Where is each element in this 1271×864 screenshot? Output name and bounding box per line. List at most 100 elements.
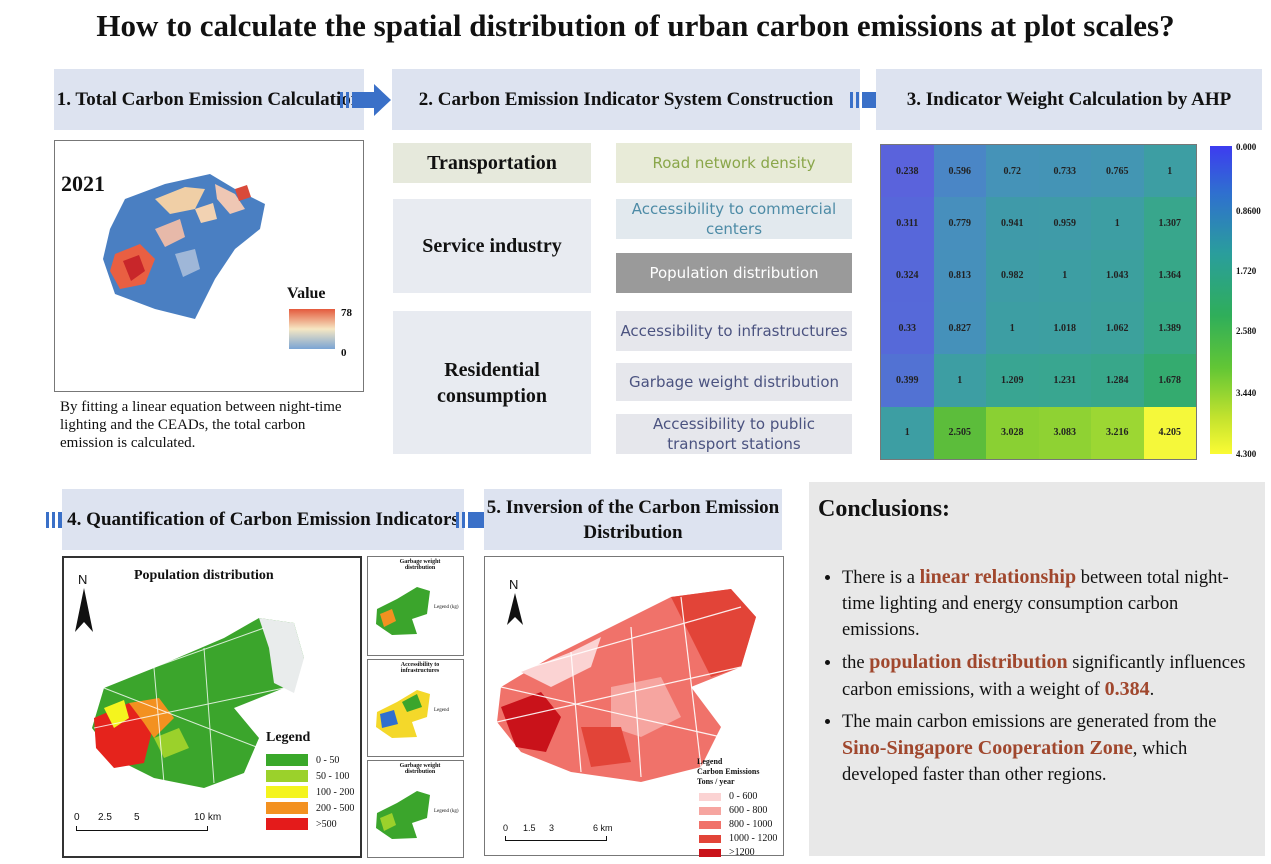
matrix-cell: 1.018 [1038, 301, 1091, 355]
step-1-caption: By fitting a linear equation between nig… [60, 399, 342, 451]
conclusion-item: the population distribution significantl… [842, 649, 1255, 703]
highlight-text: population distribution [869, 651, 1068, 673]
legend-item: 0 - 600 [699, 791, 777, 802]
matrix-cell: 0.827 [933, 301, 986, 355]
step-1-header: 1. Total Carbon Emission Calculation [54, 69, 364, 130]
scale-label: 0 [74, 812, 80, 823]
thumbnail-raster [376, 587, 430, 635]
legend-label: 600 - 800 [729, 805, 768, 816]
thumbnail-title: Garbage weight distribution [399, 559, 441, 571]
conclusion-item: The main carbon emissions are generated … [842, 709, 1255, 788]
emission-legend-header: Legend Carbon Emissions Tons / year [697, 757, 759, 787]
scale-label: 0 [503, 823, 509, 833]
step-3-header: 3. Indicator Weight Calculation by AHP [876, 69, 1262, 130]
legend-item: >1200 [699, 847, 777, 858]
category-transportation: Transportation [393, 143, 591, 183]
legend-item: 50 - 100 [266, 770, 354, 782]
scale-label: 10 km [194, 812, 222, 823]
page-title: How to calculate the spatial distributio… [96, 8, 1175, 43]
legend-swatch [699, 848, 721, 857]
legend-swatch [266, 818, 308, 830]
colorbar-tick: 0.8600 [1236, 206, 1261, 216]
matrix-cell: 0.733 [1038, 145, 1091, 198]
legend-item: >500 [266, 818, 354, 830]
matrix-cell: 1.364 [1143, 249, 1196, 302]
legend-item: 800 - 1000 [699, 819, 777, 830]
legend-label: 800 - 1000 [729, 819, 773, 830]
highlight-text: 0.384 [1104, 678, 1150, 700]
matrix-cell: 0.813 [933, 249, 986, 302]
highlight-text: linear relationship [919, 566, 1077, 588]
matrix-cell: 0.765 [1091, 145, 1144, 198]
legend-label: 0 - 50 [316, 754, 340, 766]
matrix-cell: 0.238 [881, 145, 934, 198]
carbon-emission-inversion-map: N Legend Carbon Emissions Tons / year 0 … [484, 556, 784, 858]
population-raster [92, 618, 304, 788]
legend-label: 50 - 100 [316, 770, 350, 782]
step-5-header: 5. Inversion of the Carbon Emission Dist… [484, 489, 782, 550]
matrix-cell: 0.311 [881, 197, 934, 250]
matrix-cell: 0.779 [933, 197, 986, 250]
thumbnail-map-garbage-2: Garbage weight distribution Legend (kg) [367, 760, 464, 858]
matrix-cell: 0.959 [1038, 197, 1091, 250]
matrix-cell: 1 [1143, 145, 1196, 198]
carbon-emission-map-2021: 2021 Value 78 0 [54, 140, 364, 392]
legend-item: 1000 - 1200 [699, 833, 777, 844]
legend-swatch [699, 806, 721, 815]
legend-min: 0 [341, 347, 347, 359]
total-emission-raster [103, 174, 265, 319]
scale-label: 5 [134, 812, 140, 823]
step-4-header: 4. Quantification of Carbon Emission Ind… [62, 489, 464, 550]
emission-raster [496, 589, 756, 782]
category-residential-consumption: Residential consumption [393, 311, 591, 454]
colorbar-tick: 4.300 [1236, 449, 1257, 459]
matrix-cell: 1.062 [1091, 301, 1144, 355]
matrix-cell: 1.284 [1091, 354, 1144, 407]
thumbnail-map-infrastructure: Accessibility to infrastructures Legend [367, 659, 464, 757]
scale-label: 3 [549, 823, 555, 833]
colorbar-tick: 2.580 [1236, 326, 1257, 336]
legend-unit: Tons / year [697, 777, 735, 786]
map-title: Population distribution [134, 568, 274, 583]
legend-title: Legend [266, 730, 311, 745]
matrix-cell: 0.399 [881, 354, 934, 407]
matrix-cell: 1 [1091, 197, 1144, 250]
matrix-cell: 4.205 [1143, 406, 1196, 459]
legend-subtitle: Carbon Emissions [697, 767, 760, 776]
north-label: N [78, 572, 88, 587]
legend-max: 78 [341, 307, 352, 319]
category-service-industry: Service industry [393, 199, 591, 293]
indicator-road-network-density: Road network density [616, 143, 852, 183]
matrix-cell: 1.209 [986, 354, 1039, 407]
north-label: N [509, 577, 519, 592]
legend-label: 100 - 200 [316, 786, 355, 798]
matrix-cell: 0.596 [933, 145, 986, 198]
conclusions-list: There is a linear relationship between t… [809, 564, 1255, 794]
north-arrow-icon [507, 593, 523, 625]
legend-label: 200 - 500 [316, 802, 355, 814]
legend-item: 100 - 200 [266, 786, 354, 798]
thumbnail-raster [376, 791, 430, 839]
conclusion-item: There is a linear relationship between t… [842, 564, 1255, 643]
matrix-cell: 0.72 [986, 145, 1039, 198]
legend-swatch [266, 786, 308, 798]
scale-label: 2.5 [98, 812, 112, 823]
thumbnail-title: Garbage weight distribution [399, 763, 441, 775]
scale-label: 6 km [593, 823, 613, 833]
scale-label: 1.5 [523, 823, 536, 833]
indicator-infrastructure-accessibility: Accessibility to infrastructures [616, 311, 852, 351]
legend-label: >500 [316, 818, 337, 830]
legend-swatch [266, 754, 308, 766]
matrix-cell: 1.043 [1091, 249, 1144, 302]
matrix-cell: 0.33 [881, 301, 934, 355]
legend-item: 0 - 50 [266, 754, 354, 766]
legend-swatch [266, 802, 308, 814]
matrix-cell: 1 [933, 354, 986, 407]
indicator-garbage-weight: Garbage weight distribution [616, 363, 852, 401]
legend-gradient [289, 309, 335, 349]
legend-title: Value [287, 285, 326, 302]
matrix-cell: 2.505 [933, 406, 986, 459]
matrix-cell: 0.941 [986, 197, 1039, 250]
highlight-text: Sino-Singapore Cooperation Zone [842, 737, 1133, 759]
matrix-cell: 0.324 [881, 249, 934, 302]
